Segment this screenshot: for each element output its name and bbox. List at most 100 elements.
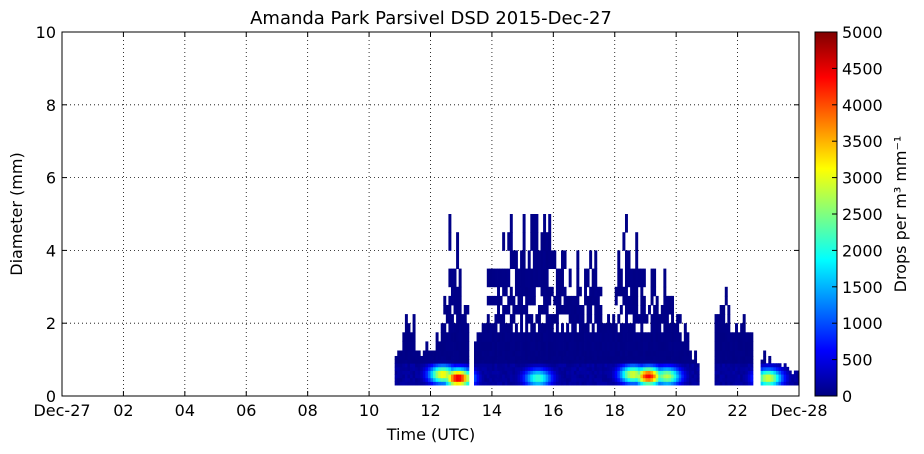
heatmap-cell: [768, 355, 772, 360]
heatmap-cell: [456, 286, 460, 297]
heatmap-cell: [635, 232, 639, 251]
heatmap-cell: [420, 370, 424, 375]
heatmap-cell: [561, 341, 564, 351]
heatmap-cell: [760, 377, 764, 382]
heatmap-cell: [793, 381, 797, 386]
heatmap-cell: [404, 370, 408, 375]
heatmap-cell: [573, 350, 577, 357]
heatmap-cell: [663, 332, 667, 342]
heatmap-cell: [609, 355, 613, 360]
heatmap-cell: [463, 305, 467, 315]
heatmap-cell: [517, 366, 521, 371]
heatmap-cell: [514, 250, 518, 269]
heatmap-cell: [535, 374, 539, 379]
heatmap-cell: [791, 374, 795, 379]
heatmap-cell: [448, 381, 452, 386]
heatmap-cell: [678, 374, 682, 379]
heatmap-cell: [507, 381, 511, 386]
heatmap-cell: [527, 314, 531, 324]
heatmap-cell: [760, 370, 764, 375]
heatmap-cell: [645, 350, 649, 357]
heatmap-cell: [573, 323, 577, 333]
heatmap-cell: [676, 332, 680, 342]
heatmap-cell: [568, 295, 572, 306]
heatmap-cell: [601, 374, 605, 379]
heatmap-cell: [596, 377, 600, 382]
heatmap-cell: [443, 359, 447, 364]
heatmap-cell: [775, 374, 779, 379]
heatmap-cell: [786, 370, 790, 375]
heatmap-cell: [502, 377, 506, 382]
heatmap-cell: [591, 355, 595, 360]
heatmap-cell: [427, 350, 431, 357]
heatmap-cell: [427, 366, 431, 371]
heatmap-cell: [599, 370, 603, 375]
heatmap-cell: [740, 370, 744, 375]
heatmap-cell: [635, 295, 639, 306]
heatmap-cell: [640, 305, 644, 315]
heatmap-cell: [481, 323, 485, 333]
heatmap-cell: [507, 232, 511, 251]
heatmap-cell: [453, 363, 457, 368]
heatmap-cell: [589, 363, 593, 368]
heatmap-cell: [450, 286, 454, 297]
heatmap-cell: [681, 341, 685, 351]
heatmap-cell: [612, 323, 616, 333]
heatmap-cell: [614, 323, 618, 333]
heatmap-cell: [678, 350, 682, 357]
heatmap-cell: [660, 363, 664, 368]
heatmap-cell: [520, 381, 524, 386]
heatmap-cell: [443, 381, 447, 386]
heatmap-cell: [642, 305, 646, 315]
heatmap-cell: [624, 350, 628, 357]
heatmap-cell: [637, 350, 641, 357]
heatmap-cell: [722, 305, 726, 315]
heatmap-cell: [481, 377, 485, 382]
heatmap-cell: [527, 359, 531, 364]
heatmap-cell: [594, 332, 598, 342]
heatmap-cell: [461, 381, 465, 386]
x-tick-label: 22: [727, 401, 747, 420]
heatmap-cell: [573, 374, 577, 379]
heatmap-cell: [609, 370, 613, 375]
heatmap-cell: [502, 355, 506, 360]
heatmap-cell: [745, 363, 749, 368]
heatmap-cell: [607, 366, 611, 371]
heatmap-cell: [653, 374, 657, 379]
heatmap-cell: [648, 377, 651, 382]
heatmap-cell: [494, 295, 498, 306]
heatmap-cell: [558, 350, 562, 357]
heatmap-cell: [676, 341, 680, 351]
heatmap-cell: [750, 381, 754, 386]
heatmap-cell: [445, 314, 449, 324]
heatmap-cell: [599, 381, 603, 386]
heatmap-cell: [458, 359, 462, 364]
heatmap-cell: [520, 374, 524, 379]
heatmap-cell: [479, 350, 483, 357]
heatmap-cell: [435, 370, 439, 375]
heatmap-cell: [512, 374, 516, 379]
heatmap-cell: [479, 359, 483, 364]
heatmap-cell: [622, 332, 626, 342]
heatmap-cell: [655, 341, 659, 351]
heatmap-cell: [453, 366, 457, 371]
heatmap-cell: [740, 374, 744, 379]
heatmap-cell: [594, 377, 598, 382]
heatmap-cell: [594, 370, 598, 375]
heatmap-cell: [609, 363, 613, 368]
heatmap-cell: [617, 381, 621, 386]
heatmap-cell: [663, 350, 667, 357]
heatmap-cell: [474, 366, 477, 371]
heatmap-cell: [484, 359, 488, 364]
heatmap-cell: [655, 323, 659, 333]
heatmap-cell: [563, 377, 567, 382]
heatmap-cell: [642, 295, 646, 306]
heatmap-cell: [607, 355, 611, 360]
heatmap-cell: [591, 370, 595, 375]
heatmap-cell: [586, 359, 590, 364]
heatmap-cell: [660, 374, 664, 379]
heatmap-cell: [497, 268, 500, 288]
heatmap-cell: [596, 374, 600, 379]
heatmap-cell: [545, 350, 549, 357]
heatmap-cell: [648, 374, 651, 379]
